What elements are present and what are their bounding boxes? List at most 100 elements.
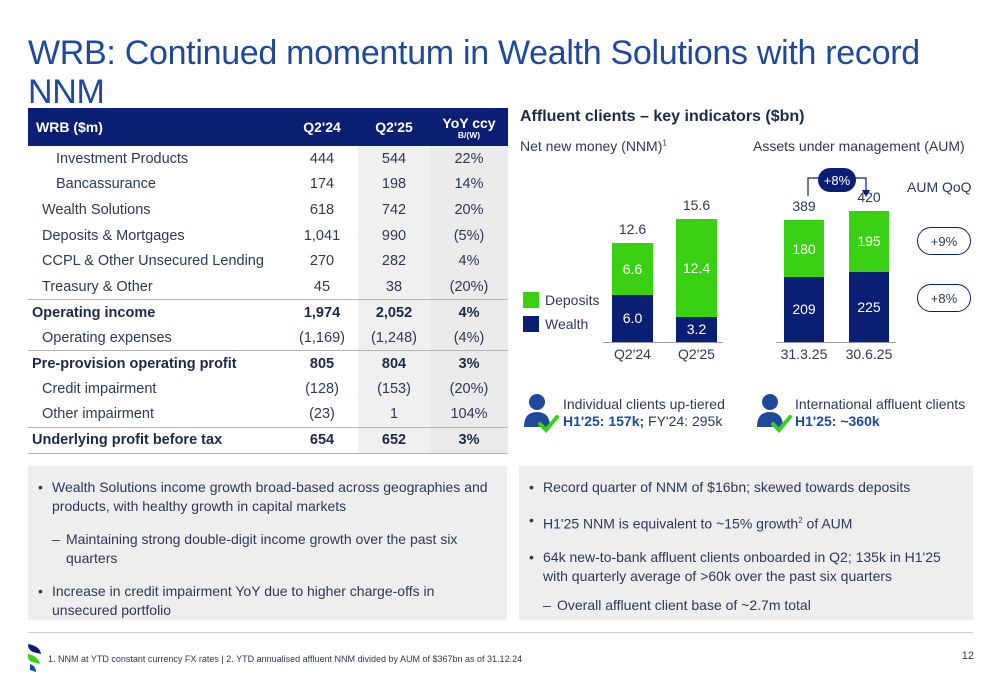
row-label: Credit impairment [42, 381, 157, 398]
aum-growth-total-badge: +8% [818, 168, 856, 192]
cell-yoy: 20% [430, 197, 508, 223]
table-header-q224: Q2'24 [286, 108, 358, 146]
table-row: Wealth Solutions 618 742 20% [28, 197, 508, 223]
cell-q224: 45 [313, 278, 331, 295]
page-title: WRB: Continued momentum in Wealth Soluti… [28, 34, 920, 111]
cell-q225: (1,248) [358, 325, 430, 351]
aum-qoq-label: AUM QoQ [907, 179, 972, 195]
table-row: Investment Products 444 544 22% [28, 146, 508, 172]
cell-q224: 654 [309, 432, 335, 449]
aum-axis [776, 342, 896, 343]
uptiered-value-rest: FY'24: 295k [644, 413, 723, 429]
bullet-item: • 64k new-to-bank affluent clients onboar… [529, 548, 941, 584]
cell-q224: (1,169) [299, 329, 345, 346]
cell-yoy: 3% [430, 427, 508, 454]
cell-yoy: 4% [430, 248, 508, 274]
bar-deposits: 195 [849, 210, 889, 272]
yoy-label: YoY ccy [442, 115, 496, 131]
bullet-text-pre: H1'25 NNM is equivalent to ~15% growth [543, 515, 799, 532]
cell-q225: (153) [358, 376, 430, 402]
cell-q224: 270 [309, 253, 335, 270]
bullet-text-post: of AUM [802, 515, 853, 532]
row-label: Deposits & Mortgages [42, 227, 185, 244]
bar-total-label: 389 [792, 198, 816, 215]
bullet-item: • Record quarter of NNM of $16bn; skewed … [529, 479, 911, 495]
cell-q224: 805 [309, 355, 335, 372]
row-label: Underlying profit before tax [32, 432, 223, 449]
nnm-chart-title: Net new money (NNM)1 [520, 138, 667, 154]
left-commentary-box: • Wealth Solutions income growth broad-ba… [28, 466, 507, 620]
cell-q224: 444 [309, 150, 335, 167]
table-row: Pre-provision operating profit 805 804 3… [28, 350, 508, 377]
bullet-text: 64k new-to-bank affluent clients onboard… [543, 548, 941, 584]
row-label: Operating expenses [42, 329, 172, 346]
aum-growth-wealth-badge: +8% [917, 284, 971, 312]
table-row: Other impairment (23) 1 104% [28, 401, 508, 428]
row-label: Bancassurance [56, 176, 156, 193]
table-row: Treasury & Other 45 38 (20%) [28, 273, 508, 300]
bar-wealth: 225 [849, 271, 889, 342]
intl-title: International affluent clients [795, 396, 966, 412]
table-row: Deposits & Mortgages 1,041 990 (5%) [28, 222, 508, 249]
nnm-axis [603, 342, 723, 343]
yoy-sub-label: B/(W) [457, 130, 481, 140]
legend-deposits-label: Deposits [545, 292, 600, 308]
row-label: Wealth Solutions [42, 201, 151, 218]
cell-q225: 1 [358, 401, 430, 428]
bar-total-label: 12.6 [618, 220, 647, 237]
aum-chart-title: Assets under management (AUM) [753, 138, 965, 154]
cell-q225: 2,052 [358, 299, 430, 326]
person-check-icon [757, 394, 792, 433]
cell-yoy: 4% [430, 299, 508, 326]
bullet-text: Wealth Solutions income growth broad-bas… [52, 479, 488, 514]
cell-q224: (23) [309, 406, 335, 423]
footnote: 1. NNM at YTD constant currency FX rates… [48, 654, 523, 664]
bank-logo-icon [27, 644, 41, 672]
cell-q225: 804 [358, 350, 430, 377]
bullet-text: Record quarter of NNM of $16bn; skewed t… [543, 479, 911, 495]
bar-wealth: 209 [784, 276, 824, 342]
sub-bullet-item: – Overall affluent client base of ~2.7m t… [543, 596, 811, 613]
bullet-item: • Wealth Solutions income growth broad-ba… [38, 479, 488, 514]
uptiered-value-bold: H1'25: 157k; [563, 413, 645, 429]
sub-bullet-text: Overall affluent client base of ~2.7m to… [557, 596, 811, 613]
bar-wealth: 6.0 [612, 294, 653, 342]
bar-deposits: 180 [784, 220, 824, 277]
category-label: Q2'24 [614, 346, 651, 362]
table-header-yoy: YoY ccy B/(W) [430, 108, 508, 146]
page-number: 12 [961, 650, 974, 662]
cell-yoy: (5%) [430, 222, 508, 249]
cell-q225: 742 [358, 197, 430, 223]
row-label: CCPL & Other Unsecured Lending [42, 253, 264, 270]
legend-deposits-swatch [523, 292, 539, 308]
cell-yoy: (20%) [430, 273, 508, 300]
uptiered-value: H1'25: 157k; FY'24: 295k [563, 413, 722, 429]
table-header-q225: Q2'25 [358, 108, 430, 146]
bullet-text: Increase in credit impairment YoY due to… [52, 583, 435, 618]
cell-yoy: 22% [430, 146, 508, 172]
person-check-icon [524, 394, 559, 433]
nnm-footnote-ref: 1 [662, 138, 667, 148]
bullet-item: • Increase in credit impairment YoY due t… [38, 583, 435, 618]
table-row: Operating expenses (1,169) (1,248) (4%) [28, 325, 508, 351]
legend-wealth-swatch [523, 316, 539, 332]
legend-wealth-label: Wealth [545, 316, 589, 332]
category-label: Q2'25 [678, 346, 715, 362]
intl-value-bold: H1'25: ~360k [795, 413, 880, 429]
sub-bullet-text: Maintaining strong double-digit income g… [66, 531, 458, 566]
cell-yoy: 3% [430, 350, 508, 377]
aum-growth-deposits-badge: +9% [917, 227, 971, 255]
cell-q224: 1,974 [303, 304, 341, 321]
bullet-item: • H1'25 NNM is equivalent to ~15% growth2… [529, 512, 853, 532]
cell-q224: 1,041 [303, 227, 341, 244]
bar-total-label: 15.6 [682, 197, 711, 214]
table-row: CCPL & Other Unsecured Lending 270 282 4… [28, 248, 508, 274]
table-row: Bancassurance 174 198 14% [28, 171, 508, 198]
row-label: Pre-provision operating profit [32, 355, 237, 372]
row-label: Treasury & Other [42, 278, 153, 295]
cell-yoy: 14% [430, 171, 508, 198]
cell-q225: 282 [358, 248, 430, 274]
wrb-table: WRB ($m) Q2'24 Q2'25 YoY ccy B/(W) Inves… [28, 108, 508, 454]
table-row: Operating income 1,974 2,052 4% [28, 299, 508, 326]
cell-q225: 198 [358, 171, 430, 198]
